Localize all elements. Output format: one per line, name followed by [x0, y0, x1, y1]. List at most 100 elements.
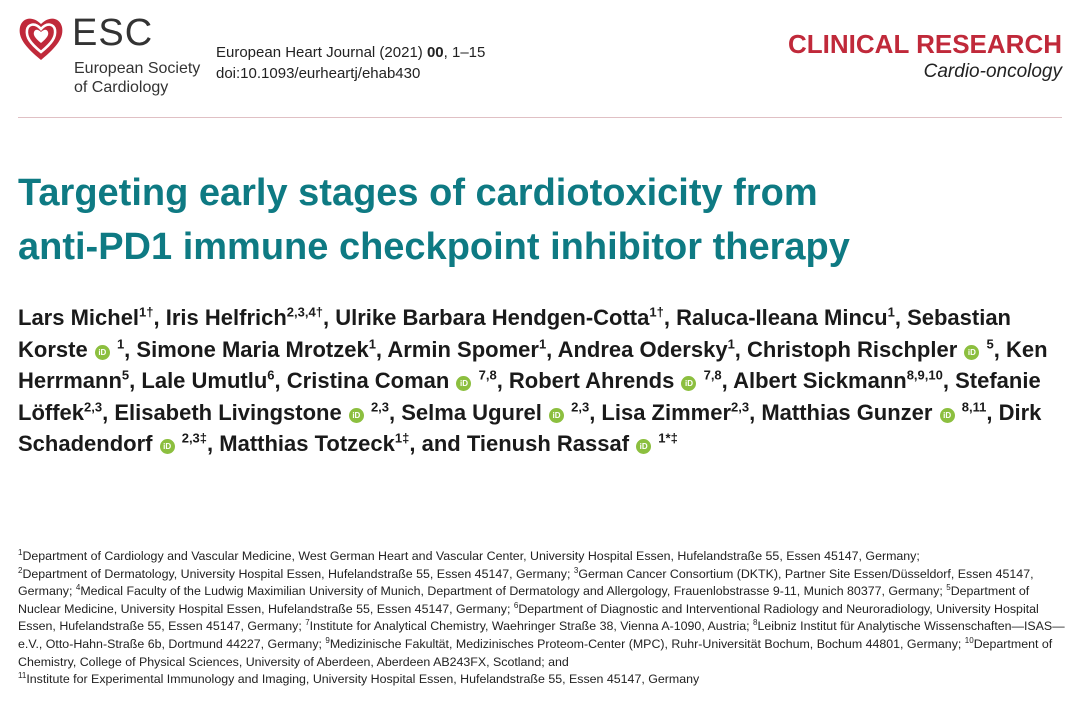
affiliation-item: 2Department of Dermatology, University H… — [18, 565, 570, 581]
author-affiliation-marker: 1 — [887, 304, 895, 320]
author-affiliation-marker: 2,3 — [731, 399, 750, 415]
author-separator: , — [734, 336, 748, 362]
society-name: European Society of Cardiology — [74, 59, 200, 97]
doi[interactable]: doi:10.1093/eurheartj/ehab430 — [216, 65, 421, 82]
affiliation-number: 2 — [18, 565, 23, 575]
journal-citation: European Heart Journal (2021) 00, 1–15 d… — [216, 42, 485, 84]
affiliation-item: 1Department of Cardiology and Vascular M… — [18, 547, 920, 563]
affiliation-text: Department of Diagnostic and Interventio… — [18, 601, 1039, 634]
affiliation-item: 5Department of Nuclear Medicine, Univers… — [18, 584, 1029, 616]
orcid-icon[interactable]: iD — [636, 439, 652, 454]
affiliation-number: 9 — [325, 635, 330, 645]
author-name: Stefanie Löffek — [18, 368, 1041, 425]
author-affiliation-marker: 6 — [267, 367, 275, 383]
author-affiliation-marker: 2,3‡ — [181, 430, 208, 446]
author-affiliation-marker: 2,3 — [84, 399, 103, 415]
affiliation-item: 9Medizinische Fakultät, Medizinisches Pr… — [325, 635, 962, 651]
author-separator: , — [589, 399, 602, 425]
author-separator: , — [129, 368, 142, 393]
author: Lale Umutlu6 — [141, 368, 274, 393]
author-separator: , — [942, 368, 956, 393]
author-separator: , — [663, 305, 677, 330]
affiliation-text: Medizinische Fakultät, Medizinisches Pro… — [329, 636, 962, 651]
author-name: Ulrike Barbara Hendgen-Cotta — [335, 305, 650, 330]
orcid-icon[interactable]: iD — [681, 376, 697, 391]
affiliation-number: 11 — [18, 671, 27, 681]
journal-reference: European Heart Journal (2021) 00, 1–15 — [216, 42, 485, 63]
orcid-icon[interactable]: iD — [94, 344, 110, 360]
subcategory-label: Cardio-oncology — [923, 61, 1062, 82]
author: Cristina Coman iD 7,8 — [287, 368, 497, 393]
author-name: Christoph Rischpler — [747, 336, 958, 362]
author-name: Matthias Totzeck — [219, 431, 395, 456]
author-affiliation-marker: 2,3 — [370, 399, 390, 415]
title-line-1: Targeting early stages of cardiotoxicity… — [18, 172, 818, 214]
author-list: Lars Michel1†, Iris Helfrich2,3,4†, Ulri… — [18, 302, 1068, 460]
author: Stefanie Löffek2,3 — [18, 368, 1041, 425]
orcid-icon[interactable]: iD — [456, 376, 472, 391]
author: Selma Ugurel iD 2,3 — [401, 400, 589, 425]
author-name: Lisa Zimmer — [601, 399, 732, 425]
author: Iris Helfrich2,3,4† — [166, 305, 323, 330]
author-name: Simone Maria Mrotzek — [136, 336, 369, 362]
affiliation-item: 6Department of Diagnostic and Interventi… — [18, 601, 1039, 634]
orcid-icon[interactable]: iD — [548, 407, 564, 423]
affiliations: 1Department of Cardiology and Vascular M… — [18, 548, 1068, 689]
author-name: Lars Michel — [18, 305, 140, 330]
affiliation-number: 10 — [964, 635, 974, 645]
author: Tienush Rassaf iD 1*‡ — [467, 431, 678, 456]
author-affiliation-marker: 1 — [116, 336, 125, 352]
author: Lisa Zimmer2,3 — [601, 400, 749, 425]
author-name: Tienush Rassaf — [466, 431, 630, 456]
author-name: Iris Helfrich — [165, 305, 287, 330]
author-separator: , — [274, 368, 287, 393]
author-name: Andrea Odersky — [557, 336, 728, 362]
author-separator: , — [207, 431, 220, 456]
category-label: CLINICAL RESEARCH — [788, 29, 1062, 59]
author-name: Albert Sickmann — [733, 368, 907, 393]
author-separator: , — [153, 305, 166, 330]
orcid-icon[interactable]: iD — [939, 407, 955, 423]
author-separator: , — [124, 336, 137, 362]
orcid-icon[interactable]: iD — [348, 407, 364, 423]
author-affiliation-marker: 8,11 — [961, 399, 987, 415]
author-affiliation-marker: 1† — [649, 304, 664, 320]
author: Raluca-Ileana Mincu1 — [676, 305, 895, 330]
author-separator: , — [389, 399, 402, 425]
author-affiliation-marker: 8,9,10 — [906, 367, 943, 383]
article-category: CLINICAL RESEARCH Cardio-oncology — [788, 29, 1062, 85]
esc-heart-logo-icon — [19, 18, 63, 60]
orcid-icon[interactable]: iD — [964, 344, 980, 360]
author-separator: , — [375, 336, 388, 362]
affiliation-number: 8 — [752, 618, 758, 628]
esc-logo-text: ESC — [72, 12, 154, 54]
title-line-2: anti-PD1 immune checkpoint inhibitor the… — [18, 226, 850, 268]
society-line-1: European Society — [74, 60, 201, 77]
author-name: Elisabeth Livingstone — [114, 399, 342, 425]
orcid-icon[interactable]: iD — [159, 439, 175, 454]
author-affiliation-marker: 1*‡ — [658, 430, 678, 446]
author: Elisabeth Livingstone iD 2,3 — [114, 400, 389, 425]
header-divider — [18, 117, 1062, 118]
author: Sebastian Korste iD 1 — [18, 305, 1011, 362]
author-name: Selma Ugurel — [401, 399, 542, 425]
author-name: Dirk Schadendorf — [18, 399, 1042, 457]
author-affiliation-marker: 2,3 — [571, 399, 590, 415]
author-separator: , — [986, 399, 999, 425]
affiliation-item: 10Department of Chemistry, College of Ph… — [18, 635, 1052, 668]
affiliation-number: 3 — [573, 565, 579, 575]
author-affiliation-marker: 1† — [139, 304, 154, 320]
affiliation-item: 4Medical Faculty of the Ludwig Maximilia… — [76, 584, 943, 599]
affiliation-number: 1 — [18, 547, 23, 557]
author-name: Raluca-Ileana Mincu — [676, 305, 888, 330]
author-affiliation-marker: 7,8 — [703, 367, 722, 383]
author-affiliation-marker: 1 — [727, 336, 735, 352]
author: Albert Sickmann8,9,10 — [733, 368, 943, 393]
author: Robert Ahrends iD 7,8 — [509, 368, 722, 393]
author: Matthias Totzeck1‡ — [219, 431, 409, 456]
article-title: Targeting early stages of cardiotoxicity… — [18, 166, 1068, 274]
author: Ken Herrmann5 — [18, 337, 1048, 394]
author-name: Matthias Gunzer — [761, 399, 933, 425]
author-separator: , — [894, 305, 908, 330]
affiliation-text: Institute for Analytical Chemistry, Waeh… — [309, 619, 750, 634]
